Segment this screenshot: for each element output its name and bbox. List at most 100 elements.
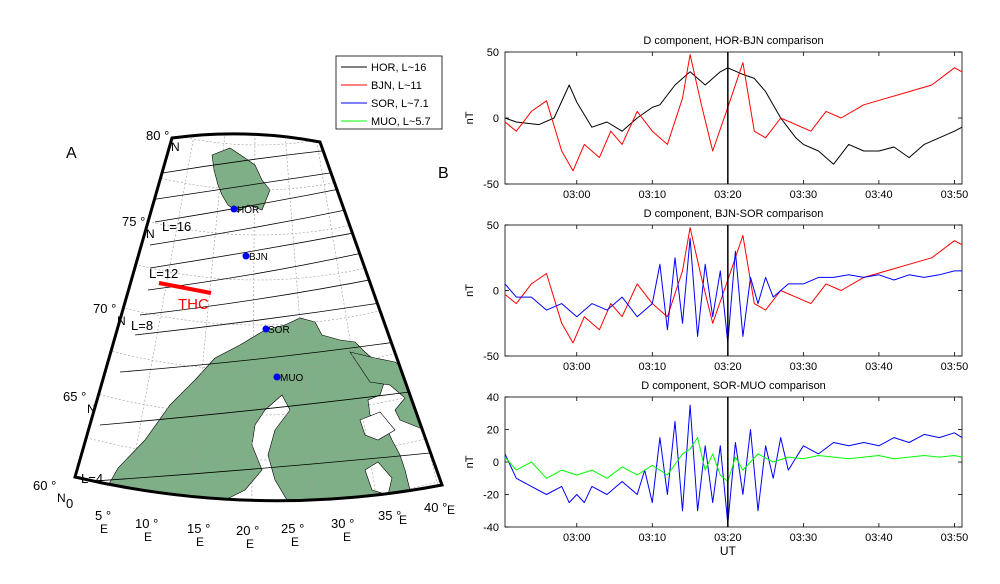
y-axis-label: nT: [464, 111, 476, 124]
l-shell-label-16: L=16: [162, 219, 191, 234]
lat-label-65-n: N: [87, 402, 96, 416]
lon-label-25: 25 °: [281, 521, 304, 536]
lon-label-0: 0: [66, 496, 73, 511]
x-tick-label: 03:10: [639, 532, 667, 544]
lon-label-25-e: E: [291, 535, 299, 549]
plot-frame: [504, 224, 963, 357]
latitude-labels: 80 ° N 75 ° N 70 ° N 65 ° N 60 ° N: [33, 128, 180, 505]
lat-label-60-n: N: [57, 491, 66, 505]
stations: HOR BJN SOR MUO: [230, 205, 304, 384]
parallel-arc: [75, 133, 442, 281]
y-tick-label: 0: [493, 286, 499, 298]
l-shell-label-8: L=8: [131, 318, 153, 333]
lon-label-5-e: E: [100, 522, 108, 536]
legend-label-muo: MUO, L~5.7: [371, 116, 431, 128]
parallel-arc: [75, 133, 442, 146]
y-tick-label: -50: [483, 351, 499, 363]
chart-hor-bjn: D component, HOR-BJN comparison nT -50 0 50 0…: [464, 35, 968, 201]
y-tick-label: 50: [487, 47, 499, 59]
x-tick-label: 03:20: [714, 189, 742, 201]
station-marker-bjn: [242, 252, 250, 260]
series-line-muo: [504, 437, 963, 482]
lon-label-10: 10 °: [135, 516, 158, 531]
parallel-arc: [75, 133, 442, 326]
station-label-muo: MUO: [280, 373, 304, 384]
thc-line: [158, 281, 212, 295]
legend-label-sor: SOR, L~7.1: [371, 98, 429, 110]
parallel-arc: [75, 133, 442, 191]
y-tick-label: 0: [493, 113, 499, 125]
x-tick-label: 03:30: [790, 361, 818, 373]
x-tick-label: 03:30: [790, 532, 818, 544]
chart-title: D component, BJN-SOR comparison: [644, 208, 824, 220]
l-shell-curve: [139, 274, 396, 316]
map-frame: [73, 132, 444, 503]
l-shell-curve: [149, 149, 331, 176]
x-tick-label: 03:00: [563, 361, 591, 373]
water-islands: [239, 499, 269, 501]
lat-label-80: 80 °: [146, 128, 169, 143]
l-shell-curve: [119, 339, 411, 373]
legend: HOR, L~16 BJN, L~11 SOR, L~7.1 MUO, L~5.…: [335, 55, 443, 130]
lat-label-65: 65 °: [63, 389, 86, 404]
lat-label-70: 70 °: [93, 301, 116, 316]
chart-title: D component, HOR-BJN comparison: [643, 35, 823, 47]
lon-label-35: 35 °: [378, 508, 401, 523]
series-line-bjn: [504, 54, 963, 172]
l-shell-curve: [99, 389, 426, 426]
l-shell-label-4: L=4: [81, 471, 103, 486]
parallel-arc: [75, 133, 442, 416]
chart-bjn-sor: D component, BJN-SOR comparison nT -50 0 50 0…: [464, 208, 968, 373]
series-line-sor: [504, 404, 963, 525]
panel-label-a: A: [66, 145, 77, 162]
y-tick-label: 20: [487, 425, 499, 437]
y-tick-label: 50: [487, 220, 499, 232]
l-shell-label-12: L=12: [149, 266, 178, 281]
lon-label-15-e: E: [196, 535, 204, 549]
x-tick-label: 03:50: [941, 189, 969, 201]
water-white-sea: [359, 411, 396, 441]
chart-sor-muo: D component, SOR-MUO comparison nT -40 -20 0…: [464, 380, 968, 558]
station-label-sor: SOR: [268, 325, 290, 336]
lon-label-40-e: E: [447, 503, 455, 517]
series-line-bjn: [504, 227, 963, 344]
meridian-line: [181, 133, 259, 501]
x-tick-label: 03:10: [639, 361, 667, 373]
lon-label-35-e: E: [399, 513, 407, 527]
y-axis-label: nT: [464, 455, 476, 468]
l-shell-curve: [134, 299, 401, 336]
y-tick-label: -50: [483, 179, 499, 191]
x-tick-label: 03:20: [714, 361, 742, 373]
l-shell-curve: [79, 451, 441, 483]
x-tick-label: 03:20: [714, 532, 742, 544]
thc-label: THC: [178, 296, 209, 313]
l-shell-curves: [79, 149, 441, 483]
y-axis-label: nT: [464, 284, 476, 297]
station-marker-hor: [230, 205, 238, 213]
meridian-line: [250, 133, 259, 501]
y-tick-label: 0: [493, 457, 499, 469]
legend-box: [335, 55, 443, 130]
x-tick-label: 03:40: [865, 189, 893, 201]
x-tick-label: 03:00: [563, 532, 591, 544]
lon-label-5: 5 °: [95, 508, 111, 523]
station-label-bjn: BJN: [249, 252, 268, 263]
lat-label-80-n: N: [171, 140, 180, 154]
station-label-hor: HOR: [237, 205, 259, 216]
x-tick-label: 03:10: [639, 189, 667, 201]
land-svalbard: [211, 147, 271, 213]
x-tick-label: 03:50: [941, 361, 969, 373]
lat-label-75: 75 °: [122, 214, 145, 229]
x-tick-label: 03:30: [790, 189, 818, 201]
series-line-sor: [504, 237, 962, 344]
plot-frame: [504, 51, 963, 185]
lon-label-30-e: E: [343, 530, 351, 544]
lon-label-20: 20 °: [236, 523, 259, 538]
lon-label-10-e: E: [144, 530, 152, 544]
x-tick-label: 03:40: [865, 532, 893, 544]
lat-label-75-n: N: [146, 227, 155, 241]
lon-label-15: 15 °: [187, 521, 210, 536]
station-marker-muo: [273, 373, 281, 381]
longitude-labels: 0 5 ° E 10 ° E 15 ° E 20 ° E 25 ° E 30 °…: [66, 496, 455, 551]
